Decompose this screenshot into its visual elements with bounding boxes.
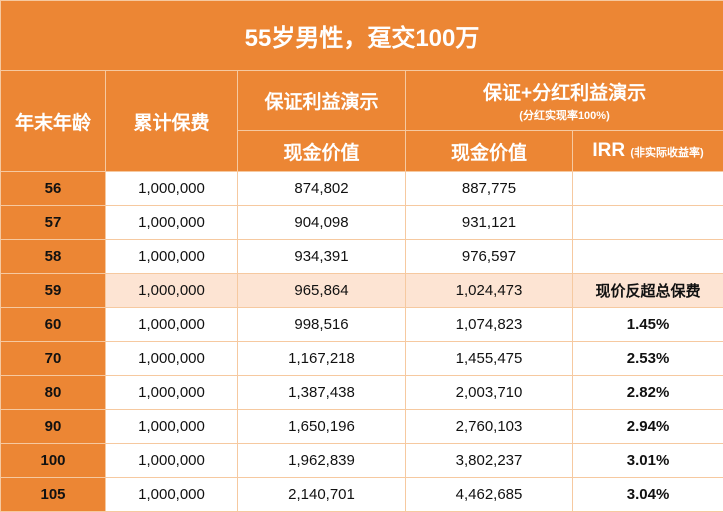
premium-cell: 1,000,000 [105, 205, 238, 240]
irr-cell: 现价反超总保费 [571, 273, 723, 308]
premium-cell: 1,000,000 [105, 239, 238, 274]
premium-cell: 1,000,000 [105, 409, 238, 444]
guaranteed-cash-value-cell: 934,391 [237, 239, 406, 274]
guaranteed-cash-value-cell: 1,167,218 [237, 341, 406, 376]
irr-cell [571, 171, 723, 206]
guaranteed-cash-value-cell: 1,962,839 [237, 443, 406, 478]
premium-cell: 1,000,000 [105, 171, 238, 206]
table-row: 105 1,000,000 2,140,701 4,462,685 3.04% [0, 477, 723, 512]
dividend-cash-value-cell: 931,121 [405, 205, 573, 240]
table-title: 55岁男性，趸交100万 [0, 0, 723, 71]
age-cell: 59 [0, 273, 106, 308]
irr-cell: 2.53% [571, 341, 723, 376]
table-row: 90 1,000,000 1,650,196 2,760,103 2.94% [0, 409, 723, 444]
dividend-cash-value-cell: 1,024,473 [405, 273, 573, 308]
premium-cell: 1,000,000 [105, 273, 238, 308]
table-row: 56 1,000,000 874,802 887,775 [0, 171, 723, 206]
dividend-cash-value-cell: 1,074,823 [405, 307, 573, 342]
header-premium: 累计保费 [105, 70, 238, 172]
guaranteed-cash-value-cell: 965,864 [237, 273, 406, 308]
guaranteed-cash-value-cell: 998,516 [237, 307, 406, 342]
age-cell: 80 [0, 375, 106, 410]
irr-cell [571, 205, 723, 240]
premium-cell: 1,000,000 [105, 375, 238, 410]
age-cell: 58 [0, 239, 106, 274]
header-irr: IRR (非实际收益率) [571, 130, 723, 172]
header-cash-value-dividend: 现金价值 [405, 130, 573, 172]
dividend-cash-value-cell: 976,597 [405, 239, 573, 274]
dividend-cash-value-cell: 2,003,710 [405, 375, 573, 410]
premium-cell: 1,000,000 [105, 443, 238, 478]
header-irr-label: IRR [592, 140, 626, 161]
header-age: 年末年龄 [0, 70, 106, 172]
header-dividend-label: 保证+分红利益演示 [482, 83, 647, 104]
guaranteed-cash-value-cell: 874,802 [237, 171, 406, 206]
table-row: 60 1,000,000 998,516 1,074,823 1.45% [0, 307, 723, 342]
header-irr-note: (非实际收益率) [630, 147, 704, 159]
header-cash-value-guaranteed: 现金价值 [237, 130, 406, 172]
table-row: 70 1,000,000 1,167,218 1,455,475 2.53% [0, 341, 723, 376]
guaranteed-cash-value-cell: 904,098 [237, 205, 406, 240]
age-cell: 57 [0, 205, 106, 240]
dividend-cash-value-cell: 1,455,475 [405, 341, 573, 376]
table-row: 100 1,000,000 1,962,839 3,802,237 3.01% [0, 443, 723, 478]
table-row: 80 1,000,000 1,387,438 2,003,710 2.82% [0, 375, 723, 410]
age-cell: 56 [0, 171, 106, 206]
header-dividend: 保证+分红利益演示 (分红实现率100%) [404, 70, 723, 131]
table-row: 58 1,000,000 934,391 976,597 [0, 239, 723, 274]
irr-cell: 2.82% [571, 375, 723, 410]
irr-cell [571, 239, 723, 274]
table-row: 59 1,000,000 965,864 1,024,473 现价反超总保费 [0, 273, 723, 308]
dividend-cash-value-cell: 887,775 [405, 171, 573, 206]
guaranteed-cash-value-cell: 1,650,196 [237, 409, 406, 444]
irr-cell: 2.94% [571, 409, 723, 444]
age-cell: 90 [0, 409, 106, 444]
irr-cell: 3.04% [571, 477, 723, 512]
age-cell: 105 [0, 477, 106, 512]
age-cell: 100 [0, 443, 106, 478]
header-dividend-note: (分红实现率100%) [519, 110, 610, 122]
table-row: 57 1,000,000 904,098 931,121 [0, 205, 723, 240]
premium-cell: 1,000,000 [105, 307, 238, 342]
age-cell: 60 [0, 307, 106, 342]
irr-cell: 3.01% [571, 443, 723, 478]
dividend-cash-value-cell: 3,802,237 [405, 443, 573, 478]
guaranteed-cash-value-cell: 1,387,438 [237, 375, 406, 410]
premium-cell: 1,000,000 [105, 341, 238, 376]
premium-cell: 1,000,000 [105, 477, 238, 512]
header-guaranteed: 保证利益演示 [237, 70, 406, 131]
age-cell: 70 [0, 341, 106, 376]
dividend-cash-value-cell: 4,462,685 [405, 477, 573, 512]
dividend-cash-value-cell: 2,760,103 [405, 409, 573, 444]
irr-cell: 1.45% [571, 307, 723, 342]
guaranteed-cash-value-cell: 2,140,701 [237, 477, 406, 512]
